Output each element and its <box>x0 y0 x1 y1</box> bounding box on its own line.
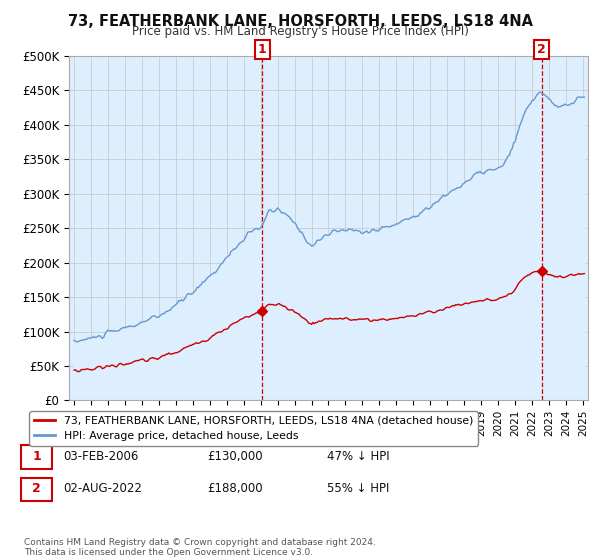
Text: £188,000: £188,000 <box>207 482 263 496</box>
Legend: 73, FEATHERBANK LANE, HORSFORTH, LEEDS, LS18 4NA (detached house), HPI: Average : 73, FEATHERBANK LANE, HORSFORTH, LEEDS, … <box>29 412 478 446</box>
Text: 47% ↓ HPI: 47% ↓ HPI <box>327 450 389 463</box>
Text: Contains HM Land Registry data © Crown copyright and database right 2024.
This d: Contains HM Land Registry data © Crown c… <box>24 538 376 557</box>
Text: 55% ↓ HPI: 55% ↓ HPI <box>327 482 389 496</box>
Text: 2: 2 <box>538 43 546 56</box>
Text: £130,000: £130,000 <box>207 450 263 463</box>
Text: 2: 2 <box>32 482 41 496</box>
Text: 1: 1 <box>258 43 266 56</box>
Text: Price paid vs. HM Land Registry's House Price Index (HPI): Price paid vs. HM Land Registry's House … <box>131 25 469 38</box>
Text: 03-FEB-2006: 03-FEB-2006 <box>63 450 139 463</box>
Text: 73, FEATHERBANK LANE, HORSFORTH, LEEDS, LS18 4NA: 73, FEATHERBANK LANE, HORSFORTH, LEEDS, … <box>67 14 533 29</box>
Text: 02-AUG-2022: 02-AUG-2022 <box>63 482 142 496</box>
Text: 1: 1 <box>32 450 41 463</box>
